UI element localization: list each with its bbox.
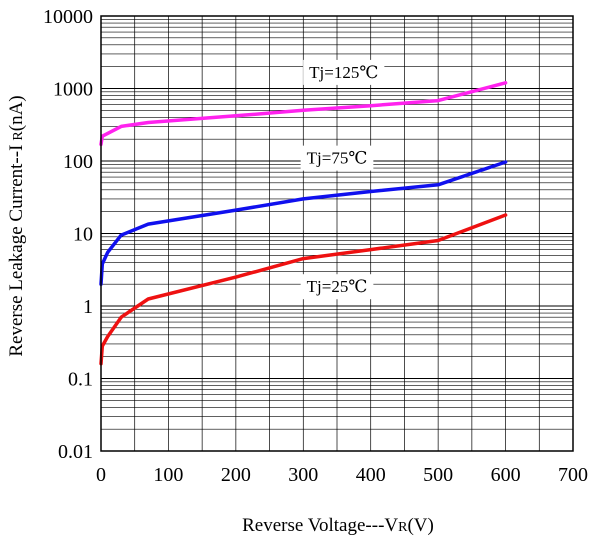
- y-tick-label: 0.01: [58, 441, 93, 463]
- plot-frame: [100, 15, 574, 452]
- series-labels: Tj=125℃ Tj=75℃ Tj=25℃: [300, 59, 385, 300]
- x-tick-label: 200: [221, 464, 251, 486]
- x-tick-label: 0: [96, 464, 106, 486]
- y-axis-title: Reverse Leakage Current--IR(nA): [6, 95, 27, 356]
- series-lines: [99, 81, 508, 366]
- x-axis-title: Reverse Voltage---VR(V): [242, 515, 434, 536]
- x-tick-label: 300: [288, 464, 318, 486]
- series-label-2: Tj=25℃: [300, 274, 374, 300]
- x-tick-label: 500: [423, 464, 453, 486]
- y-tick-label: 0.1: [68, 369, 93, 391]
- series-label-bg: [300, 274, 374, 300]
- series-line-1: [99, 160, 508, 286]
- series-label-bg: [303, 59, 385, 85]
- tick-labels: 0 100 200 300 400 500 600 700 0.01 0.1 1 10 100 1000 1…: [43, 6, 588, 486]
- y-tick-label: 10000: [43, 6, 93, 28]
- y-tick-label: 1: [83, 296, 93, 318]
- series-line-2: [99, 213, 508, 366]
- series-label-text: Tj=75℃: [307, 149, 368, 168]
- y-tick-label: 1000: [53, 79, 93, 101]
- series-label-0: Tj=125℃: [303, 59, 385, 85]
- x-tick-label: 600: [491, 464, 521, 486]
- series-label-text: Tj=25℃: [307, 277, 368, 296]
- x-tick-label: 100: [153, 464, 183, 486]
- series-label-bg: [300, 145, 374, 171]
- y-tick-label: 10: [73, 224, 93, 246]
- x-tick-label: 400: [356, 464, 386, 486]
- x-tick-label: 700: [558, 464, 588, 486]
- series-line-0: [99, 81, 508, 147]
- series-label-1: Tj=75℃: [300, 145, 374, 171]
- series-label-text: Tj=125℃: [309, 63, 378, 82]
- y-tick-label: 100: [63, 151, 93, 173]
